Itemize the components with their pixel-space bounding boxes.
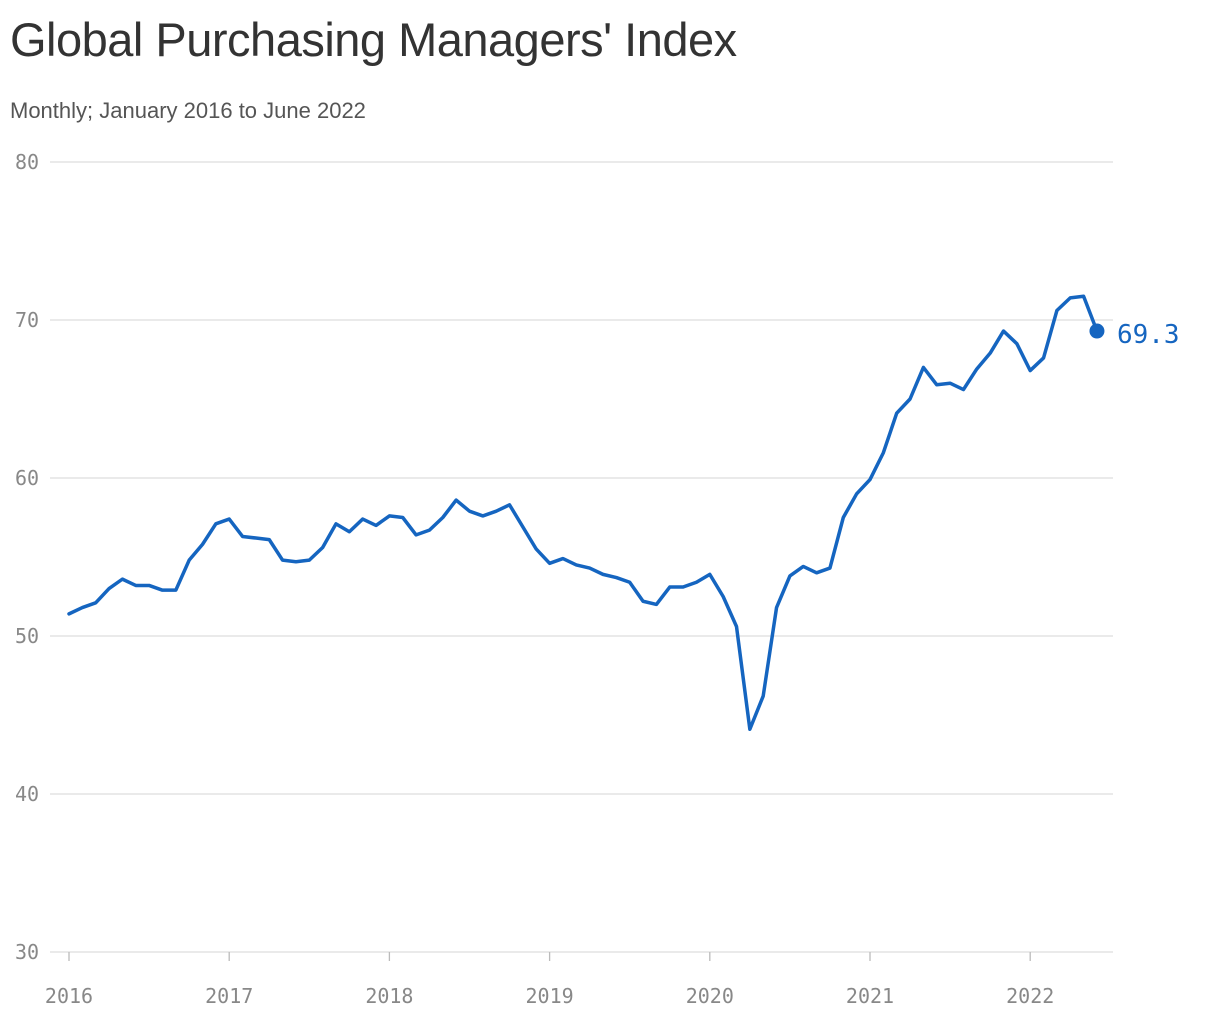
x-tick-label-2017: 2017	[205, 984, 253, 1008]
chart-subtitle: Monthly; January 2016 to June 2022	[10, 98, 366, 123]
end-point-marker	[1089, 323, 1105, 339]
y-tick-label-80: 80	[15, 150, 39, 174]
x-tick-label-2020: 2020	[686, 984, 734, 1008]
y-tick-label-60: 60	[15, 466, 39, 490]
x-tick-label-2016: 2016	[45, 984, 93, 1008]
x-tick-label-2022: 2022	[1006, 984, 1054, 1008]
y-tick-label-50: 50	[15, 624, 39, 648]
chart-title: Global Purchasing Managers' Index	[10, 13, 737, 66]
x-tick-label-2018: 2018	[365, 984, 413, 1008]
y-axis-tick-labels: 30 40 50 60 70 80	[15, 150, 39, 964]
series-line-0	[67, 294, 1099, 731]
y-tick-label-70: 70	[15, 308, 39, 332]
x-axis-tick-labels: 2016 2017 2018 2019 2020 2021 2022	[45, 984, 1054, 1008]
end-value-label: 69.3	[1117, 320, 1180, 350]
series-layer: 69.3	[67, 294, 1180, 731]
gridlines	[50, 161, 1113, 961]
y-tick-label-30: 30	[15, 940, 39, 964]
x-tick-label-2019: 2019	[526, 984, 574, 1008]
y-tick-label-40: 40	[15, 782, 39, 806]
x-tick-label-2021: 2021	[846, 984, 894, 1008]
